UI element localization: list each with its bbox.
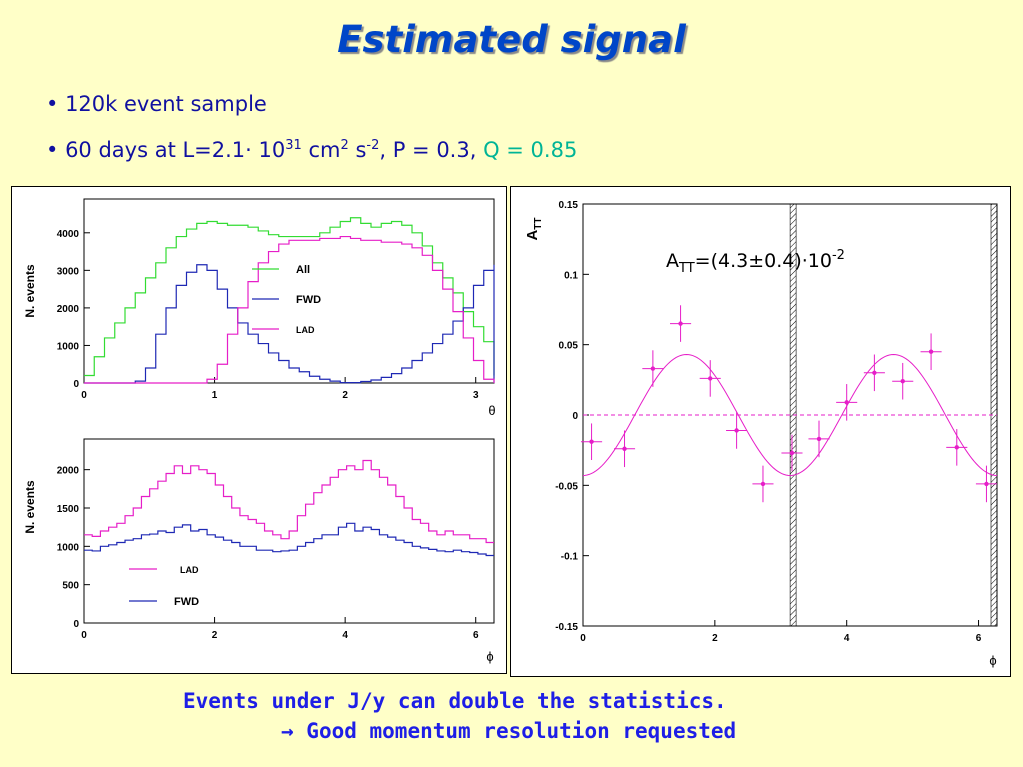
data-point bbox=[589, 439, 594, 444]
data-point bbox=[928, 349, 934, 354]
y-tick-label: 0 bbox=[572, 411, 578, 422]
data-point bbox=[734, 428, 739, 433]
y-tick-label: 1000 bbox=[57, 341, 80, 352]
footer-line-1: Events under J/y can double the statisti… bbox=[183, 689, 727, 713]
y-tick-label: -0.1 bbox=[561, 552, 579, 563]
y-tick-label: 0.1 bbox=[564, 270, 578, 281]
exponent: 31 bbox=[285, 138, 302, 153]
annotation-a: A bbox=[666, 250, 679, 272]
right-plot-panel: 0 2 4 6 -0.15 -0.1 -0.05 0 0.05 0.1 0.15 ATT ϕ ATT=(4… bbox=[510, 186, 1011, 677]
x-tick-label: 6 bbox=[976, 633, 982, 644]
y-tick-label: 2000 bbox=[57, 466, 80, 477]
data-point bbox=[984, 481, 989, 487]
bullet-dot: • bbox=[46, 92, 66, 116]
x-tick-label: 2 bbox=[342, 390, 348, 401]
arrow-icon: → bbox=[281, 719, 294, 743]
x-tick-label: 3 bbox=[473, 390, 479, 401]
x-tick-label: 6 bbox=[473, 630, 479, 641]
distribution-charts: 0 1 2 3 0 1000 2000 3000 4000 N. events θ All FWD LAD… bbox=[23, 198, 496, 664]
y-tick-label: 0.05 bbox=[559, 341, 579, 352]
plot-frame bbox=[83, 198, 495, 384]
x-tick-label: 2 bbox=[212, 630, 218, 641]
x-tick-label: 2 bbox=[712, 633, 718, 644]
left-plots-panel: 0 1 2 3 0 1000 2000 3000 4000 N. events θ All FWD LAD… bbox=[11, 186, 507, 674]
x-axis-label: ϕ bbox=[486, 649, 493, 664]
series-line-lad bbox=[84, 459, 494, 544]
luminosity-text: 60 days at L=2.1· 10 bbox=[65, 138, 286, 162]
legend-label-fwd: FWD bbox=[174, 596, 199, 608]
bullet-dot: • bbox=[46, 138, 66, 162]
series-line-lad bbox=[84, 235, 495, 384]
y-axis-label: ATT bbox=[524, 217, 544, 240]
y-axis-label-sub: TT bbox=[533, 217, 544, 229]
x-tick-label: 4 bbox=[844, 633, 850, 644]
y-tick-label: 0 bbox=[73, 379, 79, 390]
unit-cm: cm bbox=[301, 138, 341, 162]
bullet-text: 120k event sample bbox=[65, 92, 267, 116]
data-point bbox=[872, 370, 877, 375]
y-axis-label: N. events bbox=[23, 264, 37, 318]
data-point bbox=[954, 445, 959, 450]
y-tick-label: 1500 bbox=[57, 504, 80, 515]
y-tick-label: 3000 bbox=[57, 266, 80, 277]
legend-label-all: All bbox=[296, 264, 310, 276]
data-point bbox=[622, 446, 627, 451]
annotation-sub: TT bbox=[678, 261, 695, 276]
series-line-all bbox=[84, 217, 495, 377]
series-line-fwd bbox=[84, 264, 495, 384]
slide-title: Estimated signal bbox=[337, 18, 686, 61]
fit-result-annotation: ATT=(4.3±0.4)·10-2 bbox=[666, 248, 845, 276]
data-point bbox=[650, 366, 656, 371]
data-point bbox=[789, 450, 795, 456]
y-tick-label: -0.05 bbox=[555, 481, 578, 492]
x-tick-label: 0 bbox=[580, 633, 586, 644]
unit-s: s bbox=[348, 138, 367, 162]
data-point bbox=[708, 376, 713, 381]
data-point bbox=[844, 400, 849, 405]
data-point bbox=[760, 481, 766, 487]
y-tick-label: -0.15 bbox=[555, 622, 578, 633]
exponent: -2 bbox=[366, 138, 380, 153]
x-axis-label: θ bbox=[488, 403, 495, 418]
y-tick-label: 2000 bbox=[57, 304, 80, 315]
fit-curve bbox=[582, 354, 998, 476]
y-tick-label: 0.15 bbox=[559, 200, 579, 211]
legend-label-fwd: FWD bbox=[296, 294, 321, 306]
data-point bbox=[816, 436, 822, 442]
asymmetry-chart: 0 2 4 6-0.15-0.1-0.0500.050.10.15ATTϕATT=(4… bbox=[524, 200, 998, 668]
q-value-text: Q = 0.85 bbox=[483, 138, 578, 162]
exponent: 2 bbox=[340, 138, 349, 153]
x-tick-label: 0 bbox=[81, 390, 87, 401]
bullet-luminosity: • 60 days at L=2.1· 1031 cm2 s-2, P = 0.… bbox=[46, 138, 577, 162]
y-tick-label: 4000 bbox=[57, 229, 80, 240]
y-tick-label: 500 bbox=[62, 581, 79, 592]
x-tick-label: 0 bbox=[81, 630, 87, 641]
data-point bbox=[678, 321, 683, 326]
series-line-fwd bbox=[84, 522, 494, 557]
annotation-value: =(4.3±0.4)·10 bbox=[695, 250, 832, 272]
x-axis-label: ϕ bbox=[989, 653, 996, 668]
bullet-event-sample: • 120k event sample bbox=[46, 92, 267, 116]
legend-label-lad: LAD bbox=[180, 565, 199, 575]
legend-label-lad: LAD bbox=[296, 325, 315, 335]
data-point bbox=[900, 379, 905, 384]
y-axis-label: N. events bbox=[23, 480, 37, 534]
polarization-text: , P = 0.3, bbox=[379, 138, 484, 162]
footer-line-2: → Good momentum resolution requested bbox=[281, 719, 736, 743]
x-tick-label: 1 bbox=[212, 390, 218, 401]
x-tick-label: 4 bbox=[342, 630, 348, 641]
y-tick-label: 0 bbox=[73, 619, 79, 630]
y-tick-label: 1000 bbox=[57, 542, 80, 553]
footer-text: Good momentum resolution requested bbox=[293, 719, 737, 743]
annotation-exp: -2 bbox=[832, 248, 845, 263]
